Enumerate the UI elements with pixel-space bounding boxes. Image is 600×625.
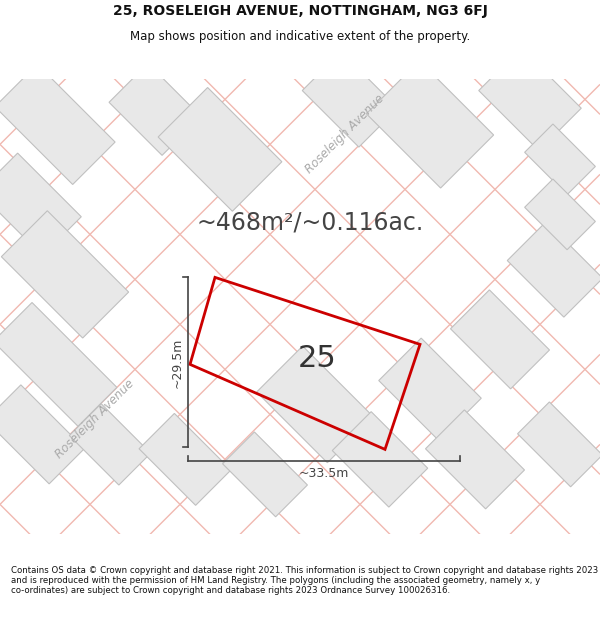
Polygon shape <box>70 404 151 485</box>
Polygon shape <box>379 338 481 441</box>
Text: Map shows position and indicative extent of the property.: Map shows position and indicative extent… <box>130 31 470 43</box>
Text: ~29.5m: ~29.5m <box>171 338 184 388</box>
Text: ~468m²/~0.116ac.: ~468m²/~0.116ac. <box>196 211 424 234</box>
Text: 25, ROSELEIGH AVENUE, NOTTINGHAM, NG3 6FJ: 25, ROSELEIGH AVENUE, NOTTINGHAM, NG3 6F… <box>113 4 487 18</box>
Text: Roseleigh Avenue: Roseleigh Avenue <box>53 378 137 461</box>
Polygon shape <box>0 153 81 256</box>
Polygon shape <box>0 302 117 426</box>
Polygon shape <box>0 64 115 184</box>
Polygon shape <box>332 412 428 507</box>
Polygon shape <box>479 48 581 151</box>
Polygon shape <box>367 61 494 188</box>
Polygon shape <box>524 124 595 195</box>
Polygon shape <box>139 413 231 506</box>
Polygon shape <box>0 385 85 484</box>
Text: ~33.5m: ~33.5m <box>299 468 349 481</box>
Polygon shape <box>425 410 524 509</box>
Polygon shape <box>524 179 595 250</box>
Polygon shape <box>257 346 373 462</box>
Polygon shape <box>302 52 398 147</box>
Polygon shape <box>109 63 201 156</box>
Text: 25: 25 <box>298 344 337 373</box>
Polygon shape <box>451 290 550 389</box>
Polygon shape <box>507 222 600 317</box>
Text: Contains OS data © Crown copyright and database right 2021. This information is : Contains OS data © Crown copyright and d… <box>11 566 598 596</box>
Text: Roseleigh Avenue: Roseleigh Avenue <box>303 92 387 176</box>
Polygon shape <box>223 432 307 517</box>
Polygon shape <box>518 402 600 487</box>
Polygon shape <box>158 88 282 211</box>
Polygon shape <box>1 211 128 338</box>
